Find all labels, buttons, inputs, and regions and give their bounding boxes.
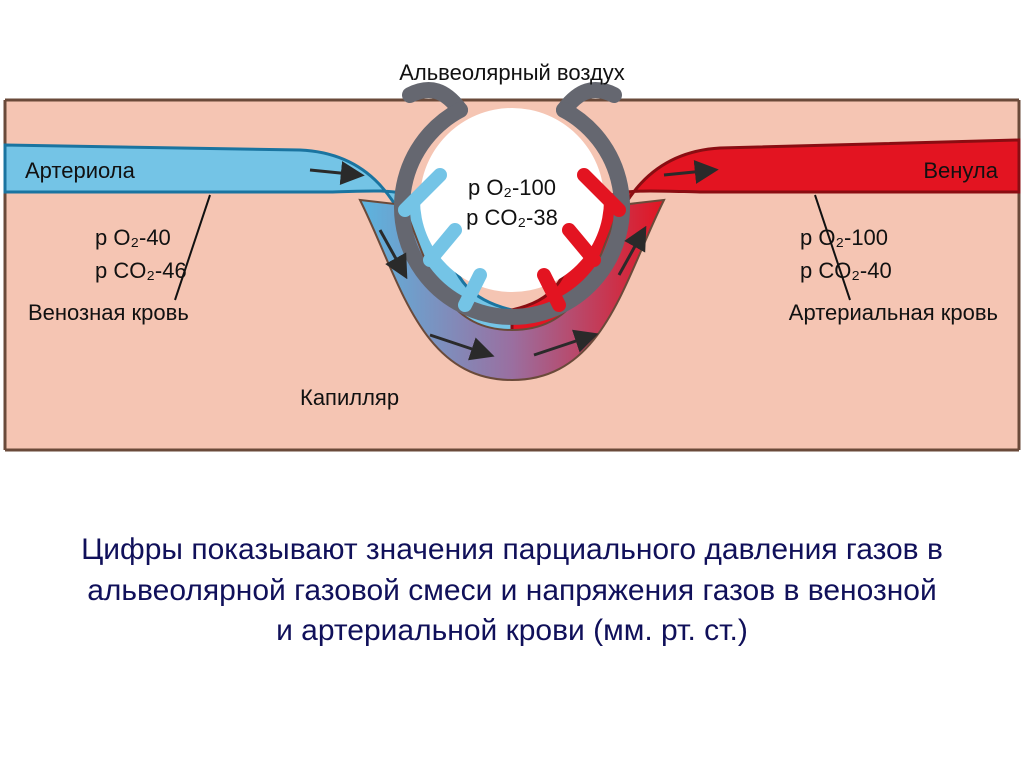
label-venous-blood: Венозная кровь <box>28 300 189 325</box>
gas-exchange-diagram: Альвеолярный воздух Артериола Венула p O… <box>0 0 1024 500</box>
label-arteriole: Артериола <box>25 158 136 183</box>
label-arterial-po2: p O₂-100 <box>800 225 888 250</box>
label-alveolus-pco2: p CO₂-38 <box>466 205 558 230</box>
page-root: Альвеолярный воздух Артериола Венула p O… <box>0 0 1024 767</box>
label-alveolus-po2: p O₂-100 <box>468 175 556 200</box>
label-arterial-blood: Артериальная кровь <box>789 300 998 325</box>
label-venule: Венула <box>923 158 998 183</box>
label-arterial-pco2: p CO₂-40 <box>800 258 892 283</box>
label-alveolar-air: Альвеолярный воздух <box>399 60 625 85</box>
label-capillary: Капилляр <box>300 385 399 410</box>
label-venous-pco2: p CO₂-46 <box>95 258 187 283</box>
label-venous-po2: p O₂-40 <box>95 225 171 250</box>
caption-text: Цифры показывают значения парциального д… <box>0 530 1024 652</box>
